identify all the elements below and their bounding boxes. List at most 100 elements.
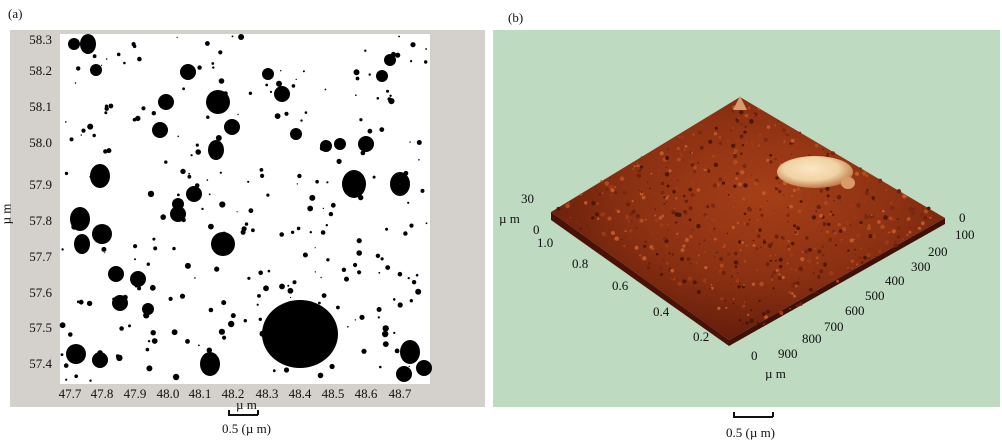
surface-grain [715, 228, 718, 231]
surface-grain [825, 230, 830, 234]
surface-grain [748, 218, 751, 221]
surface-grain [828, 213, 832, 216]
surface-grain [868, 224, 870, 227]
surface-grain [677, 157, 681, 162]
surface-grain [774, 124, 777, 126]
surface-grain [735, 278, 740, 283]
particle-speck [230, 313, 236, 319]
surface-grain [792, 188, 797, 193]
surface-grain [847, 267, 849, 269]
surface-grain [730, 214, 733, 217]
particle-speck [190, 154, 193, 157]
right-axis-tick: 600 [845, 303, 865, 318]
particle-speck [320, 276, 322, 279]
particle [390, 172, 410, 196]
surface-grain [682, 194, 686, 198]
surface-grain [724, 192, 728, 197]
surface-grain [863, 255, 867, 260]
particle-speck [92, 54, 97, 59]
surface-grain [721, 270, 726, 275]
surface-grain [775, 269, 779, 272]
particle [68, 38, 80, 50]
surface-grain [664, 172, 670, 177]
particle-speck [358, 194, 364, 201]
surface-grain [736, 120, 740, 124]
surface-grain [847, 249, 850, 252]
surface-grain [696, 223, 701, 229]
surface-grain [719, 288, 721, 290]
particle-speck [69, 137, 74, 142]
surface-grain [716, 251, 718, 254]
particle-speck [164, 160, 168, 164]
particle-speck [103, 149, 108, 154]
particle-speck [364, 49, 367, 52]
panel-a-label: (a) [8, 6, 23, 21]
particle-speck [74, 82, 77, 84]
surface-grain [769, 259, 772, 262]
surface-grain [756, 229, 758, 232]
surface-grain [769, 254, 772, 257]
surface-grain [778, 273, 781, 276]
particle-speck [321, 293, 327, 298]
x-axis-unit: µ m [236, 397, 257, 412]
surface-grain [816, 204, 821, 210]
particle-speck [104, 104, 109, 108]
surface-grain [791, 268, 793, 270]
surface-grain [816, 262, 819, 264]
surface-grain [856, 203, 861, 208]
surface-grain [778, 189, 782, 194]
particle-speck [177, 193, 180, 197]
surface-grain [896, 189, 902, 194]
particle-speck [214, 266, 220, 272]
particle-speck [409, 299, 413, 303]
z-tick: 30 [521, 191, 534, 206]
particle-speck [425, 222, 428, 225]
particle-speck [119, 326, 124, 331]
particle-speck [147, 340, 151, 343]
surface-grain [687, 276, 692, 281]
surface-grain [840, 201, 842, 203]
surface-grain [877, 253, 879, 256]
particle [200, 352, 220, 376]
surface-peak [733, 96, 747, 110]
surface-grain [759, 208, 762, 211]
surface-grain [754, 242, 756, 244]
particle-speck [205, 41, 210, 46]
surface-grain [778, 181, 781, 184]
surface-grain [676, 146, 680, 151]
surface-grain [888, 216, 893, 221]
particle-speck [218, 78, 225, 84]
surface-grain [864, 215, 869, 220]
particle-speck [132, 117, 137, 122]
particle-speck [411, 280, 417, 285]
surface-grain [759, 246, 762, 249]
particle-speck [377, 316, 380, 319]
surface-grain [795, 269, 797, 271]
surface-grain [610, 194, 613, 197]
surface-grain [678, 136, 680, 138]
particle-speck [354, 319, 356, 321]
surface-grain [791, 194, 793, 197]
surface-grain [756, 181, 759, 184]
surface-grain [566, 219, 570, 223]
surface-grain [644, 218, 647, 221]
particle-speck [64, 171, 69, 176]
particle-speck [393, 331, 396, 334]
surface-grain [722, 244, 724, 247]
particle-speck [188, 172, 191, 175]
particle-speck [256, 303, 259, 306]
particle-speck [336, 158, 342, 164]
surface-grain [791, 153, 793, 155]
surface-grain [853, 188, 855, 190]
surface-grain [672, 277, 676, 281]
surface-grain [677, 232, 679, 234]
particle-speck [290, 334, 297, 341]
particle-speck [359, 314, 365, 320]
surface-grain [753, 306, 756, 309]
x-tick: 48.2 [221, 386, 245, 401]
surface-grain [704, 265, 708, 270]
particle-speck [319, 145, 326, 151]
surface-grain [745, 244, 748, 247]
left-axis-tick: 0.2 [693, 329, 710, 344]
surface-grain [735, 139, 738, 142]
